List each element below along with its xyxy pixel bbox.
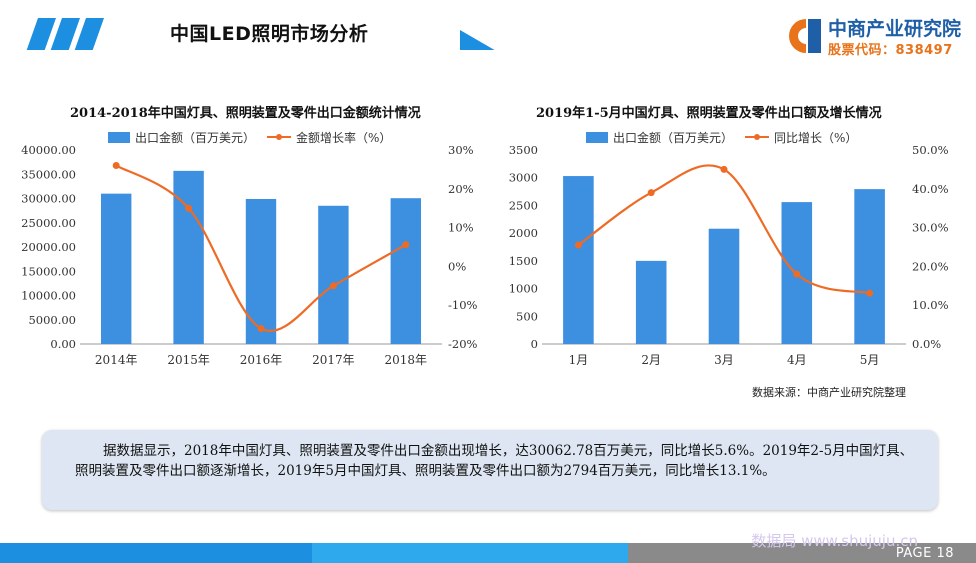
growth-point <box>112 162 120 170</box>
x-tick-label: 4月 <box>787 353 807 367</box>
stripe-2 <box>50 18 80 50</box>
y-right-tick-label: 50.0% <box>912 143 949 157</box>
bar <box>854 189 885 344</box>
y-right-tick-label: 10% <box>448 221 474 235</box>
stripe-corner <box>460 30 495 50</box>
y-left-tick-label: 1500 <box>509 254 538 268</box>
header-stripe <box>26 18 495 50</box>
summary-box: 据数据显示，2018年中国灯具、照明装置及零件出口金额出现增长，达30062.7… <box>42 430 938 510</box>
growth-point <box>647 189 655 197</box>
y-left-tick-label: 10000.00 <box>21 289 76 303</box>
legend-bar-label: 出口金额（百万美元） <box>613 130 733 145</box>
x-tick-label: 2月 <box>641 353 661 367</box>
x-tick-label: 2017年 <box>312 353 355 367</box>
y-right-tick-label: 0% <box>448 259 466 273</box>
bar <box>245 198 277 344</box>
growth-point <box>257 324 265 332</box>
x-tick-label: 2015年 <box>167 353 210 367</box>
y-left-tick-label: 1000 <box>509 282 538 296</box>
footer-bar <box>0 543 976 563</box>
stock-code: 股票代码：838497 <box>828 43 953 58</box>
y-left-tick-label: 25000.00 <box>21 216 76 230</box>
legend-bar-swatch <box>586 132 608 143</box>
footer-watermark: 数据局 www.shujuju.cn <box>751 532 918 550</box>
bar <box>318 205 349 344</box>
bar <box>390 198 422 344</box>
page-title: 中国LED照明市场分析 <box>170 23 369 45</box>
y-right-tick-label: 20% <box>448 182 474 196</box>
y-left-tick-label: 5000.00 <box>28 313 76 327</box>
bar <box>563 176 594 344</box>
y-left-tick-label: 20000.00 <box>21 240 76 254</box>
chart-2-title: 2019年1-5月中国灯具、照明装置及零件出口额及增长情况 <box>536 106 882 121</box>
y-left-tick-label: 30000.00 <box>21 192 76 206</box>
growth-point <box>402 241 410 249</box>
legend-line-label: 同比增长（%） <box>774 131 857 145</box>
x-tick-label: 2014年 <box>95 353 138 367</box>
y-left-tick-label: 3000 <box>509 171 538 185</box>
company-logo: 中商产业研究院 股票代码：838497 <box>788 12 968 60</box>
growth-point <box>574 241 582 249</box>
stripe-3 <box>74 18 104 50</box>
growth-point <box>185 204 193 212</box>
y-left-tick-label: 0.00 <box>50 337 76 351</box>
growth-point <box>866 289 874 297</box>
bar <box>635 260 667 344</box>
y-right-tick-label: 10.0% <box>912 298 949 312</box>
y-right-tick-label: -20% <box>448 337 478 351</box>
summary-text: 据数据显示，2018年中国灯具、照明装置及零件出口金额出现增长，达30062.7… <box>75 443 914 479</box>
x-tick-label: 2016年 <box>240 353 283 367</box>
x-tick-label: 3月 <box>714 353 734 367</box>
legend-bar-swatch <box>108 132 130 143</box>
logo-name: 中商产业研究院 <box>828 18 962 40</box>
data-source: 数据来源：中商产业研究院整理 <box>752 386 906 399</box>
y-right-tick-label: -10% <box>448 298 478 312</box>
growth-point <box>720 165 728 173</box>
y-right-tick-label: 30% <box>448 143 474 157</box>
y-left-tick-label: 2500 <box>509 198 538 212</box>
legend-bar-label: 出口金额（百万美元） <box>135 130 255 145</box>
y-left-tick-label: 3500 <box>509 143 538 157</box>
x-tick-label: 5月 <box>860 353 880 367</box>
growth-point <box>793 270 801 278</box>
chart-1-title: 2014-2018年中国灯具、照明装置及零件出口金额统计情况 <box>70 106 421 121</box>
page-number: PAGE 18 <box>895 546 954 561</box>
x-tick-label: 2018年 <box>385 353 428 367</box>
logo-icon <box>788 18 821 53</box>
bar <box>100 193 132 344</box>
y-right-tick-label: 0.0% <box>912 337 941 351</box>
legend-line-marker <box>754 134 760 140</box>
y-left-tick-label: 0 <box>531 337 538 351</box>
growth-point <box>329 282 337 290</box>
y-right-tick-label: 30.0% <box>912 221 949 235</box>
y-left-tick-label: 15000.00 <box>21 264 76 278</box>
y-right-tick-label: 20.0% <box>912 259 949 273</box>
x-tick-label: 1月 <box>569 353 589 367</box>
y-left-tick-label: 2000 <box>509 226 538 240</box>
y-right-tick-label: 40.0% <box>912 182 949 196</box>
chart-1: 出口金额（百万美元） 金额增长率（%） 0.00 5000.00 10000.00 150… <box>21 130 478 367</box>
stripe-1 <box>26 18 56 50</box>
legend-line-label: 金额增长率（%） <box>296 130 391 145</box>
bar <box>708 228 740 344</box>
y-left-tick-label: 500 <box>516 309 538 323</box>
y-left-tick-label: 40000.00 <box>21 143 76 157</box>
chart-2: 出口金额（百万美元） 同比增长（%） 0 500 1000 1500 2000 2500 300… <box>509 130 949 367</box>
legend-line-marker <box>276 134 282 140</box>
y-left-tick-label: 35000.00 <box>21 167 76 181</box>
